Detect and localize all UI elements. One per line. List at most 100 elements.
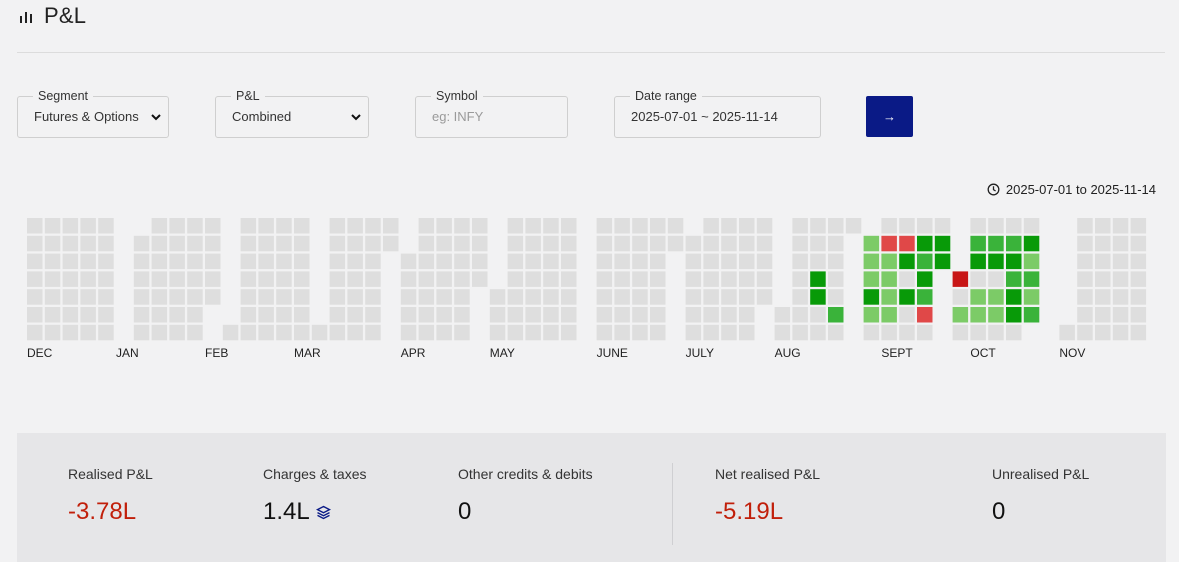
heatmap-day-cell[interactable]	[1023, 253, 1040, 270]
heatmap-day-cell[interactable]	[988, 253, 1004, 270]
heatmap-day-cell[interactable]	[917, 271, 933, 287]
heatmap-day-cell[interactable]	[1006, 235, 1022, 252]
heatmap-empty-cell	[489, 324, 506, 341]
page-title: P&L	[44, 3, 87, 28]
heatmap-empty-cell	[276, 235, 292, 252]
pnl-select[interactable]: P&L Combined	[215, 88, 369, 138]
heatmap-day-cell[interactable]	[952, 307, 969, 323]
heatmap-empty-cell	[721, 289, 737, 305]
heatmap-empty-cell	[596, 324, 613, 341]
heatmap-day-cell[interactable]	[899, 235, 915, 252]
heatmap-day-cell[interactable]	[863, 289, 880, 305]
heatmap-empty-cell	[44, 289, 61, 305]
heatmap-day-cell[interactable]	[863, 235, 880, 252]
heatmap-day-cell[interactable]	[934, 235, 951, 252]
heatmap-empty-cell	[739, 307, 755, 323]
heatmap-empty-cell	[507, 307, 524, 323]
layers-icon[interactable]	[315, 505, 331, 520]
heatmap-empty-cell	[739, 235, 755, 252]
heatmap-empty-cell	[1130, 235, 1147, 252]
heatmap-empty-cell	[614, 235, 630, 252]
heatmap-day-cell[interactable]	[1023, 289, 1040, 305]
heatmap-empty-cell	[347, 307, 363, 323]
heatmap-day-cell[interactable]	[1006, 271, 1022, 287]
heatmap-empty-cell	[792, 271, 808, 287]
heatmap-day-cell[interactable]	[863, 307, 880, 323]
heatmap-empty-cell	[400, 271, 417, 287]
heatmap-empty-cell	[187, 235, 203, 252]
heatmap-empty-cell	[561, 289, 577, 305]
symbol-placeholder: eg: INFY	[432, 109, 484, 124]
date-range-input[interactable]: Date range 2025-07-01 ~ 2025-11-14	[614, 88, 821, 138]
heatmap-day-cell[interactable]	[1023, 307, 1040, 323]
heatmap-day-cell[interactable]	[881, 271, 897, 287]
submit-button[interactable]: →	[866, 96, 913, 137]
heatmap-day-cell[interactable]	[917, 289, 933, 305]
heatmap-day-cell[interactable]	[881, 307, 897, 323]
heatmap-empty-cell	[187, 324, 203, 341]
heatmap-empty-cell	[27, 307, 43, 323]
heatmap-empty-cell	[44, 235, 61, 252]
heatmap-day-cell[interactable]	[863, 271, 880, 287]
heatmap-empty-cell	[685, 253, 702, 270]
heatmap-day-cell[interactable]	[1006, 307, 1022, 323]
heatmap-empty-cell	[329, 307, 346, 323]
heatmap-day-cell[interactable]	[881, 253, 897, 270]
heatmap-empty-cell	[721, 271, 737, 287]
heatmap-day-cell[interactable]	[970, 253, 986, 270]
heatmap-day-cell[interactable]	[899, 253, 915, 270]
heatmap-empty-cell	[828, 289, 844, 305]
heatmap-empty-cell	[454, 253, 470, 270]
heatmap-empty-cell	[1077, 218, 1093, 234]
heatmap-day-cell[interactable]	[970, 307, 986, 323]
heatmap-day-cell[interactable]	[917, 235, 933, 252]
heatmap-empty-cell	[454, 307, 470, 323]
heatmap-empty-cell	[543, 307, 559, 323]
heatmap-day-cell[interactable]	[917, 307, 933, 323]
heatmap-empty-cell	[169, 271, 185, 287]
heatmap-empty-cell	[1130, 253, 1147, 270]
heatmap-day-cell[interactable]	[934, 253, 951, 270]
symbol-input[interactable]: Symbol eg: INFY	[415, 88, 568, 138]
heatmap-empty-cell	[1095, 324, 1111, 341]
heatmap-day-cell[interactable]	[1023, 235, 1040, 252]
heatmap-empty-cell	[739, 324, 755, 341]
heatmap-day-cell[interactable]	[863, 253, 880, 270]
heatmap-day-cell[interactable]	[1023, 271, 1040, 287]
heatmap-empty-cell	[774, 307, 791, 323]
heatmap-empty-cell	[418, 307, 435, 323]
heatmap-day-cell[interactable]	[881, 289, 897, 305]
heatmap-empty-cell	[311, 324, 328, 341]
heatmap-empty-cell	[543, 324, 559, 341]
heatmap-day-cell[interactable]	[970, 235, 986, 252]
heatmap-empty-cell	[98, 324, 114, 341]
heatmap-day-cell[interactable]	[810, 271, 826, 287]
segment-select[interactable]: Segment Futures & Options	[17, 88, 169, 138]
heatmap-empty-cell	[436, 235, 452, 252]
heatmap-day-cell[interactable]	[952, 271, 969, 287]
heatmap-empty-cell	[756, 253, 773, 270]
heatmap-empty-cell	[596, 235, 613, 252]
segment-label: Segment	[33, 88, 94, 104]
heatmap-empty-cell	[27, 324, 43, 341]
heatmap-day-cell[interactable]	[899, 289, 915, 305]
heatmap-empty-cell	[98, 253, 114, 270]
heatmap-empty-cell	[258, 235, 274, 252]
heatmap-empty-cell	[739, 253, 755, 270]
heatmap-day-cell[interactable]	[970, 289, 986, 305]
heatmap-day-cell[interactable]	[1006, 289, 1022, 305]
heatmap-empty-cell	[44, 253, 61, 270]
heatmap-empty-cell	[988, 271, 1004, 287]
heatmap-day-cell[interactable]	[988, 235, 1004, 252]
heatmap-empty-cell	[80, 307, 96, 323]
heatmap-day-cell[interactable]	[1006, 253, 1022, 270]
heatmap-day-cell[interactable]	[988, 307, 1004, 323]
heatmap-day-cell[interactable]	[917, 253, 933, 270]
heatmap-day-cell[interactable]	[828, 307, 844, 323]
heatmap-day-cell[interactable]	[988, 289, 1004, 305]
heatmap-day-cell[interactable]	[810, 289, 826, 305]
heatmap-day-cell[interactable]	[881, 235, 897, 252]
heatmap-empty-cell	[62, 253, 79, 270]
heatmap-empty-cell	[472, 271, 488, 287]
bar-chart-icon	[20, 12, 32, 23]
